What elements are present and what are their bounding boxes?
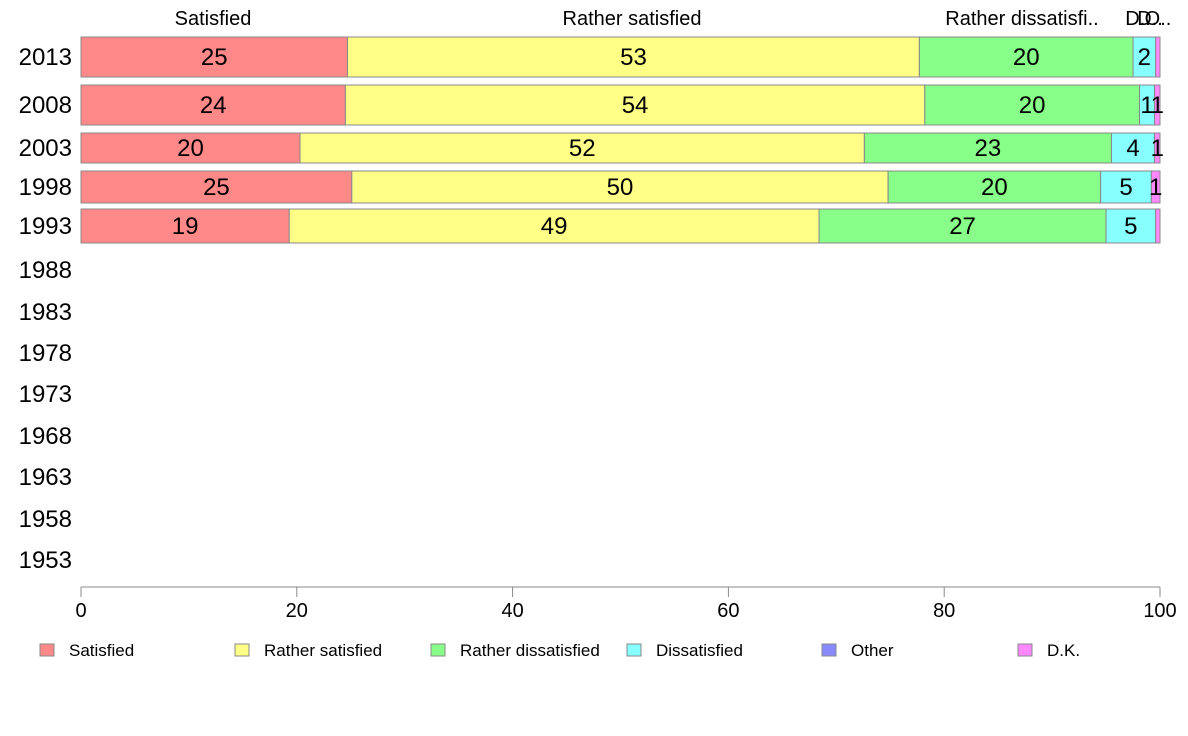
bar-value-label: 20 bbox=[177, 135, 204, 162]
bar-segment bbox=[924, 84, 1140, 126]
bar-value-label: 4 bbox=[1126, 135, 1139, 162]
top-category-label: D.. bbox=[1125, 8, 1151, 30]
bar-segment bbox=[344, 84, 926, 126]
year-label: 1993 bbox=[19, 213, 72, 240]
year-label: 1983 bbox=[19, 299, 72, 326]
year-label: 1968 bbox=[19, 423, 72, 450]
bar-value-label: 19 bbox=[172, 213, 199, 240]
year-label: 1998 bbox=[19, 174, 72, 201]
top-category-labels: Satisfied Rather satisfied Rather dissatis… bbox=[175, 8, 1172, 30]
bar-value-label: 53 bbox=[620, 44, 647, 71]
legend-swatch bbox=[1017, 643, 1033, 657]
legend-swatch bbox=[39, 643, 55, 657]
bar-segment bbox=[887, 170, 1102, 204]
year-axis-labels: 2013 2008 2003 1998 1993 1988 1983 1978 1973 1968… bbox=[19, 44, 72, 574]
x-tick-label: 20 bbox=[286, 600, 308, 622]
x-tick-label: 80 bbox=[933, 600, 955, 622]
bar-value-label: 1 bbox=[1151, 135, 1164, 162]
year-label: 2003 bbox=[19, 135, 72, 162]
x-axis: 0 20 40 60 80 100 bbox=[75, 586, 1177, 622]
legend-label: D.K. bbox=[1047, 641, 1080, 660]
legend-label: Satisfied bbox=[69, 641, 134, 660]
bar-segment bbox=[818, 208, 1107, 244]
bar-segment bbox=[80, 170, 353, 204]
x-tick-label: 0 bbox=[75, 600, 86, 622]
bar-segment bbox=[1110, 132, 1156, 164]
bar-segment bbox=[1154, 84, 1161, 126]
bar-value-label: 52 bbox=[569, 135, 596, 162]
bar-value-label: 27 bbox=[949, 213, 976, 240]
legend-swatch bbox=[626, 643, 642, 657]
bar-value-label: 50 bbox=[607, 174, 634, 201]
bar-segment bbox=[1155, 36, 1161, 78]
bar-value-label: 20 bbox=[1013, 44, 1040, 71]
bar-value-label: 1 bbox=[1151, 92, 1164, 119]
year-label: 2008 bbox=[19, 92, 72, 119]
bar-value-label: 49 bbox=[541, 213, 568, 240]
legend-label: Rather dissatisfied bbox=[460, 641, 600, 660]
bar-value-label: 5 bbox=[1124, 213, 1137, 240]
legend-swatch bbox=[234, 643, 250, 657]
bar-value-label: 25 bbox=[203, 174, 230, 201]
bar-value-label: 24 bbox=[200, 92, 227, 119]
bar-value-label: 20 bbox=[981, 174, 1008, 201]
top-category-label: D.. bbox=[1137, 8, 1163, 30]
bar-value-label: 5 bbox=[1119, 174, 1132, 201]
bar-segment bbox=[80, 36, 349, 78]
bar-segment bbox=[299, 132, 865, 164]
bar-value-label: 23 bbox=[975, 135, 1002, 162]
year-label: 1988 bbox=[19, 257, 72, 284]
legend-label: Other bbox=[851, 641, 894, 660]
legend-swatch bbox=[430, 643, 446, 657]
top-category-label: Rather dissatisfi.. bbox=[945, 8, 1098, 30]
bar-segment bbox=[1155, 208, 1161, 244]
legend: Satisfied Rather satisfied Rather dissatis… bbox=[39, 641, 1080, 660]
bar-segment bbox=[351, 170, 889, 204]
legend-label: Rather satisfied bbox=[264, 641, 382, 660]
bar-value-label: 2 bbox=[1138, 44, 1151, 71]
bar-value-label: 1 bbox=[1140, 92, 1153, 119]
top-category-label: O.. bbox=[1145, 8, 1172, 30]
bar-segment bbox=[863, 132, 1112, 164]
year-label: 2013 bbox=[19, 44, 72, 71]
bar-segment bbox=[1105, 208, 1157, 244]
bar-segment bbox=[1100, 170, 1152, 204]
bar-segment bbox=[288, 208, 820, 244]
year-label: 1973 bbox=[19, 381, 72, 408]
bar-value-label: 20 bbox=[1019, 92, 1046, 119]
bar-segment bbox=[918, 36, 1134, 78]
x-tick-label: 40 bbox=[501, 600, 523, 622]
bar-value-label: 25 bbox=[201, 44, 228, 71]
top-category-label: Rather satisfied bbox=[563, 8, 702, 30]
bar-segment bbox=[80, 132, 301, 164]
x-tick-label: 60 bbox=[717, 600, 739, 622]
bar-value-label: 54 bbox=[622, 92, 649, 119]
x-tick-label: 100 bbox=[1143, 600, 1176, 622]
year-label: 1978 bbox=[19, 340, 72, 367]
legend-label: Dissatisfied bbox=[656, 641, 743, 660]
bar-segment bbox=[1150, 170, 1161, 204]
bar-segment bbox=[1154, 132, 1161, 164]
year-label: 1953 bbox=[19, 547, 72, 574]
top-category-label: Satisfied bbox=[175, 8, 252, 30]
year-label: 1963 bbox=[19, 464, 72, 491]
bar-value-label: 1 bbox=[1149, 174, 1162, 201]
legend-swatch bbox=[821, 643, 837, 657]
year-label: 1958 bbox=[19, 506, 72, 533]
bar-segment bbox=[80, 208, 290, 244]
